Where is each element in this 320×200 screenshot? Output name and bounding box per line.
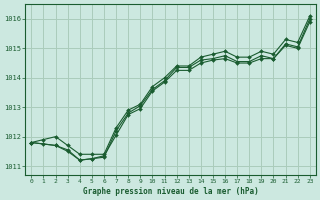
X-axis label: Graphe pression niveau de la mer (hPa): Graphe pression niveau de la mer (hPa) <box>83 187 259 196</box>
